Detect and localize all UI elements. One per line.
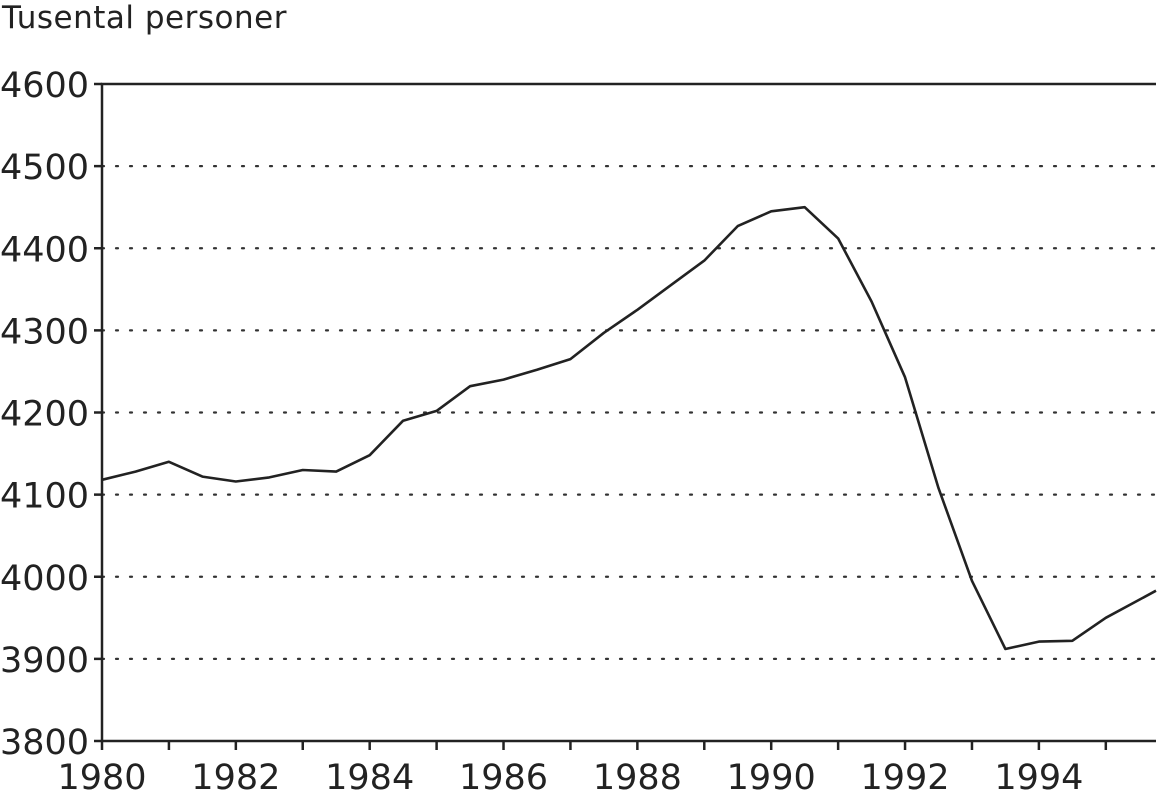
x-tick-label: 1990 xyxy=(727,758,816,795)
y-tick-label: 3800 xyxy=(0,723,89,763)
x-tick-label: 1988 xyxy=(593,758,682,795)
y-tick-label: 4100 xyxy=(0,477,89,517)
x-tick-label: 1986 xyxy=(459,758,548,795)
x-tick-label: 1980 xyxy=(57,758,146,795)
y-tick-label: 4500 xyxy=(0,148,89,188)
series-line xyxy=(101,205,1157,651)
y-tick-label: 4600 xyxy=(0,66,89,106)
y-tick-label: 4300 xyxy=(0,312,89,352)
x-tick-label: 1992 xyxy=(861,758,950,795)
x-tick-label: 1982 xyxy=(191,758,280,795)
y-tick-label: 4200 xyxy=(0,395,89,435)
x-tick-label: 1994 xyxy=(994,758,1083,795)
y-tick-label: 4400 xyxy=(0,230,89,270)
y-tick-label: 4000 xyxy=(0,559,89,599)
x-tick-label: 1984 xyxy=(325,758,414,795)
y-axis-title: Tusental personer xyxy=(2,0,287,36)
y-tick-label: 3900 xyxy=(0,641,89,681)
